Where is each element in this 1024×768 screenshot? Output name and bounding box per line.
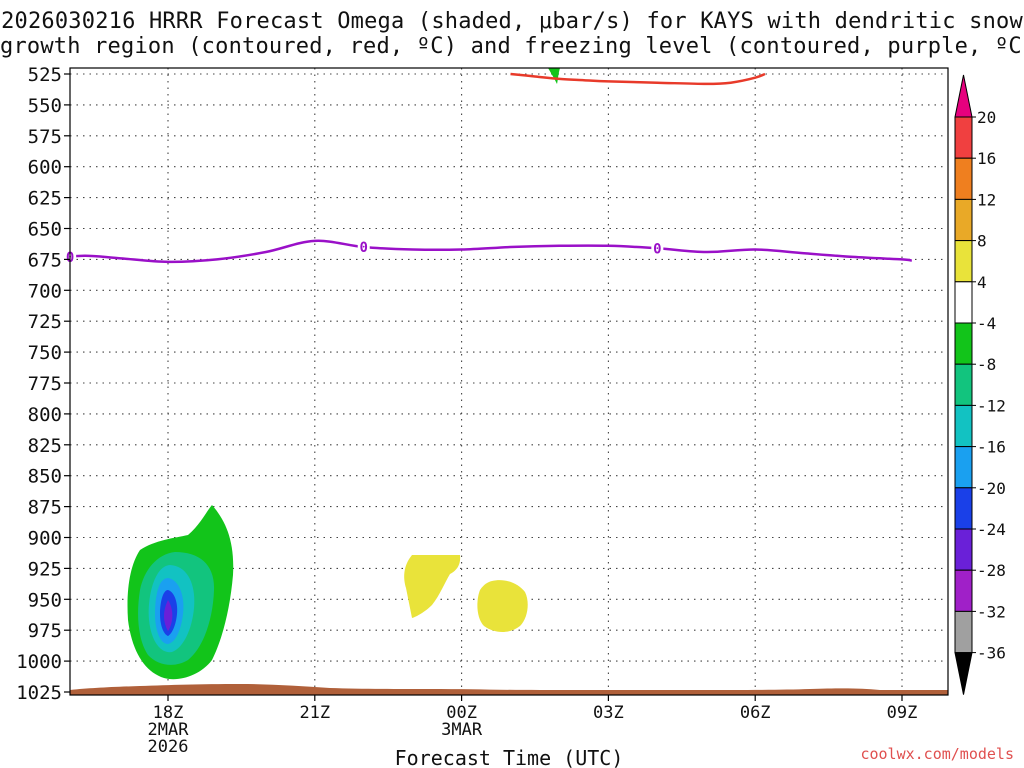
colorbar-swatch: [954, 281, 973, 324]
dendritic-growth-contour: [510, 72, 766, 86]
x-axis-label: Forecast Time (UTC): [395, 746, 624, 768]
colorbar-swatch: [954, 363, 973, 406]
plot-frame: [69, 67, 949, 696]
colorbar-label: -8: [977, 355, 996, 374]
x-tick-label: 09Z: [887, 703, 918, 723]
terrain-strip: [70, 684, 948, 695]
y-tick-label: 900: [28, 528, 62, 550]
y-tick-label: 750: [28, 342, 62, 364]
freezing-level-contour: [70, 239, 913, 264]
colorbar-label: -20: [977, 479, 1006, 498]
omega-region-neg4-top: [548, 68, 560, 84]
colorbar-label: -28: [977, 561, 1006, 580]
colorbar-top-arrow: [954, 74, 973, 118]
colorbar-swatch: [954, 487, 973, 530]
x-tick-label: 06Z: [740, 703, 771, 723]
y-tick-label: 800: [28, 404, 62, 426]
colorbar-swatch: [954, 446, 973, 489]
colorbar-label: 12: [977, 190, 996, 209]
omega-region-neg24: [164, 600, 173, 631]
grid-lines: [70, 68, 948, 695]
omega-region-pos4-b: [477, 580, 528, 632]
y-tick-label: 675: [28, 249, 62, 271]
colorbar-bottom-arrow: [954, 652, 973, 695]
colorbar-swatch: [954, 240, 973, 283]
colorbar-swatch: [954, 610, 973, 654]
y-tick-label: 550: [28, 95, 62, 117]
y-tick-label: 950: [28, 589, 62, 611]
freezing-level-label-bg: [651, 240, 664, 257]
colorbar-swatch: [954, 569, 973, 612]
freezing-level-label-bg: [357, 239, 370, 256]
y-tick-label: 525: [28, 64, 62, 86]
omega-colorbar: 20 16 12 8 4 -4 -8 -12 -16 -20 -24 -28 -32 -36: [954, 74, 1006, 695]
colorbar-label: -12: [977, 396, 1006, 415]
y-tick-label: 725: [28, 311, 62, 333]
y-tick-label: 600: [28, 157, 62, 179]
y-tick-label: 975: [28, 620, 62, 642]
watermark: coolwx.com/models: [860, 745, 1014, 763]
y-axis: 525 550 575 600 625 650 675 700 725 750 775 800 825 8…: [16, 64, 70, 704]
y-tick-label: 575: [28, 126, 62, 148]
y-tick-label: 825: [28, 435, 62, 457]
omega-shading: [70, 68, 948, 695]
colorbar-label: -4: [977, 314, 996, 333]
colorbar-label: -24: [977, 520, 1006, 539]
colorbar-label: -36: [977, 644, 1006, 663]
chart-title-line-2: growth region (contoured, red, ºC) and f…: [0, 34, 1024, 59]
freezing-level-label: 0: [360, 240, 368, 256]
y-tick-label: 625: [28, 188, 62, 210]
x-tick-label: 00Z: [446, 703, 477, 723]
colorbar-swatch: [954, 322, 973, 365]
y-tick-label: 925: [28, 558, 62, 580]
y-tick-label: 1000: [16, 651, 62, 673]
colorbar-label: 8: [977, 232, 987, 251]
colorbar-label: 16: [977, 149, 996, 168]
colorbar-swatch: [954, 116, 973, 159]
x-tick-label: 18Z: [153, 703, 184, 723]
colorbar-label: 4: [977, 273, 987, 292]
x-tick-label: 03Z: [593, 703, 624, 723]
colorbar-label: -16: [977, 438, 1006, 457]
y-tick-label: 650: [28, 219, 62, 241]
colorbar-label: 20: [977, 108, 996, 127]
contour-lines: [70, 72, 913, 264]
colorbar-swatch: [954, 528, 973, 571]
chart-title-line-1: 2026030216 HRRR Forecast Omega (shaded, …: [1, 9, 1023, 34]
x-tick-label: 2MAR: [148, 720, 190, 740]
x-tick-label: 3MAR: [441, 720, 483, 740]
omega-region-pos4-a: [404, 555, 461, 618]
y-tick-label: 850: [28, 466, 62, 488]
colorbar-swatch: [954, 198, 973, 242]
colorbar-swatch: [954, 157, 973, 200]
x-tick-label: 21Z: [299, 703, 330, 723]
y-tick-label: 700: [28, 280, 62, 302]
freezing-level-label: 0: [653, 241, 661, 257]
x-tick-label: 2026: [148, 737, 189, 757]
y-tick-label: 1025: [16, 682, 62, 704]
y-tick-label: 875: [28, 497, 62, 519]
colorbar-label: -32: [977, 602, 1006, 621]
y-tick-label: 775: [28, 373, 62, 395]
colorbar-swatch: [954, 404, 973, 448]
